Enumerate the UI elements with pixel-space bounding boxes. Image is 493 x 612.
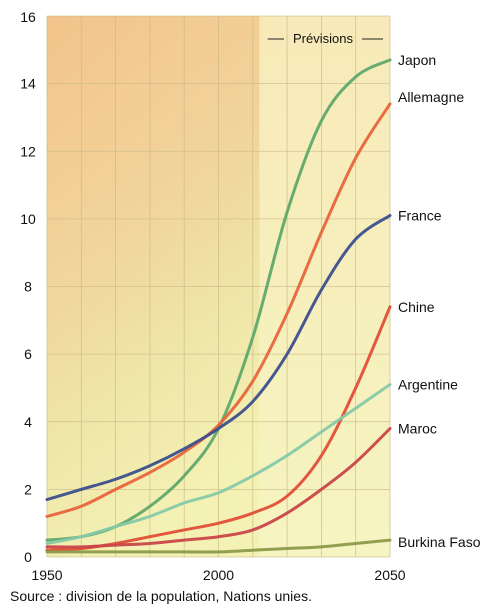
series-line-argentine bbox=[45, 383, 392, 545]
series-label-allemagne: Allemagne bbox=[398, 89, 464, 105]
y-tick-label: 16 bbox=[20, 9, 36, 25]
series-label-argentine: Argentine bbox=[398, 377, 458, 393]
series-label-maroc: Maroc bbox=[398, 421, 437, 437]
forecast-label: Prévisions bbox=[293, 31, 353, 46]
series-label-burkina-faso: Burkina Faso bbox=[398, 534, 481, 550]
series-label-japon: Japon bbox=[398, 52, 436, 68]
y-tick-label: 10 bbox=[20, 211, 36, 227]
source-note: Source : division de la population, Nati… bbox=[10, 588, 312, 604]
y-tick-label: 4 bbox=[24, 414, 32, 430]
series-label-france: France bbox=[398, 207, 442, 223]
y-tick-label: 6 bbox=[24, 346, 32, 362]
x-tick-label: 2000 bbox=[203, 567, 234, 583]
series-label-chine: Chine bbox=[398, 299, 435, 315]
x-tick-label: 1950 bbox=[31, 567, 62, 583]
series-lines bbox=[45, 58, 392, 554]
y-tick-label: 12 bbox=[20, 143, 36, 159]
x-tick-label: 2050 bbox=[374, 567, 405, 583]
series-line-burkina-faso bbox=[45, 538, 392, 554]
y-tick-label: 0 bbox=[24, 549, 32, 565]
labels: Japon Allemagne France Chine Argentine Maroc B… bbox=[20, 9, 480, 583]
series-line-france bbox=[45, 213, 392, 502]
y-tick-label: 14 bbox=[20, 76, 36, 92]
series-line-allemagne bbox=[45, 102, 392, 518]
y-tick-label: 2 bbox=[24, 481, 32, 497]
y-tick-label: 8 bbox=[24, 279, 32, 295]
series-line-maroc bbox=[45, 427, 392, 549]
grid bbox=[46, 15, 391, 558]
